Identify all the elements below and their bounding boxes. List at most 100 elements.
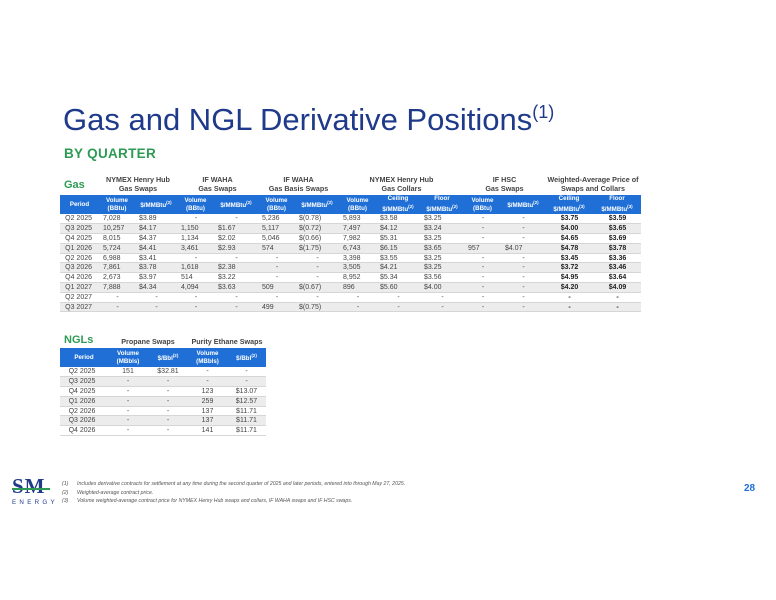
table-row: Q1 2026- -259 $12.57	[60, 396, 266, 407]
table-cell: -	[376, 302, 420, 313]
table-cell: 509	[258, 282, 295, 293]
table-cell: $5.34	[376, 272, 420, 284]
table-cell: -	[464, 214, 501, 225]
table-cell: -	[501, 282, 545, 293]
table-cell: Q2 2027	[60, 292, 99, 303]
table-cell: -	[148, 406, 188, 417]
group-header-0: NYMEX Henry Hub Gas Swaps	[106, 175, 170, 193]
gas-col-header-2: $/MMBtu(2)	[135, 195, 177, 214]
table-cell: $3.58	[376, 214, 420, 225]
table-cell: 1,618	[177, 262, 214, 274]
table-cell: -	[501, 253, 545, 264]
table-cell: -	[214, 214, 258, 225]
table-cell: $3.78	[135, 262, 177, 274]
table-cell: $12.57	[227, 396, 266, 407]
table-cell: $4.07	[501, 243, 545, 254]
table-cell: -	[227, 376, 266, 388]
ngl-section-label: NGLs	[64, 334, 94, 346]
table-cell: -	[108, 376, 148, 388]
table-cell: -	[501, 223, 545, 235]
table-cell: $13.07	[227, 386, 266, 397]
gas-col-header-6: $/MMBtu(2)	[295, 195, 339, 214]
gas-col-header-8: Ceiling $/MMBtu(2)	[376, 195, 420, 214]
table-cell: 151	[108, 367, 148, 378]
table-cell: $2.02	[214, 233, 258, 244]
table-cell: -	[177, 253, 214, 264]
table-cell: $3.63	[214, 282, 258, 293]
table-cell: 137	[188, 406, 227, 417]
table-cell: -	[258, 262, 295, 274]
table-cell: -	[593, 292, 641, 303]
page-subtitle: BY QUARTER	[64, 146, 157, 161]
table-cell: -	[177, 302, 214, 313]
table-cell: 7,888	[99, 282, 135, 293]
ngl-col-header-1: Volume (MBbls)	[108, 348, 148, 367]
table-cell: -	[135, 302, 177, 313]
table-cell: -	[108, 415, 148, 427]
table-cell: -	[295, 253, 339, 264]
table-cell: $4.78	[545, 243, 593, 254]
table-cell: 7,028	[99, 214, 135, 225]
table-cell: $3.25	[420, 214, 464, 225]
table-cell: $4.00	[420, 282, 464, 293]
table-cell: $3.36	[593, 253, 641, 264]
table-cell: -	[99, 302, 135, 313]
table-cell: $4.95	[545, 272, 593, 284]
table-cell: 259	[188, 396, 227, 407]
table-cell: 10,257	[99, 223, 135, 235]
table-cell: 8,952	[339, 272, 376, 284]
table-row: Q2 2025 151 $32.81- -	[60, 367, 266, 378]
table-cell: -	[214, 253, 258, 264]
table-cell: $(0.78)	[295, 214, 339, 225]
table-cell: -	[295, 292, 339, 303]
table-cell: $4.65	[545, 233, 593, 244]
table-cell: $4.41	[135, 243, 177, 254]
group-header-1: Purity Ethane Swaps	[191, 337, 263, 346]
table-cell: -	[420, 292, 464, 303]
table-row: Q4 2026 2,673 $3.97 514 $3.22- -8,952 $5.34 $3.…	[60, 272, 641, 284]
table-cell: $32.81	[148, 367, 188, 378]
table-cell: 4,094	[177, 282, 214, 293]
table-cell: -	[227, 367, 266, 378]
table-cell: $6.15	[376, 243, 420, 254]
table-cell: 5,117	[258, 223, 295, 235]
gas-col-header-10: Volume (BBtu)	[464, 195, 501, 214]
ngl-derivatives-table: Period Volume (MBbls) $/Bbl(2) Volume (MBbls)…	[60, 348, 266, 437]
table-cell: -	[108, 396, 148, 407]
table-cell: Q1 2027	[60, 282, 99, 293]
group-header-2: IF WAHA Gas Basis Swaps	[268, 175, 329, 193]
group-header-0: Propane Swaps	[121, 337, 175, 346]
gas-col-header-0: Period	[60, 195, 99, 214]
page-title: Gas and NGL Derivative Positions(1)	[63, 102, 555, 137]
table-row: Q2 2026- -137 $11.71	[60, 406, 266, 417]
table-cell: -	[593, 302, 641, 313]
table-cell: $3.25	[420, 253, 464, 264]
table-row: Q4 2025- -123 $13.07	[60, 386, 266, 397]
table-cell: $2.38	[214, 262, 258, 274]
table-cell: -	[464, 292, 501, 303]
table-cell: $3.65	[593, 223, 641, 235]
table-cell: 137	[188, 415, 227, 427]
gas-col-header-4: $/MMBtu(2)	[214, 195, 258, 214]
table-cell: Q2 2026	[60, 406, 108, 417]
logo-wordmark: ENERGY	[12, 499, 58, 506]
table-cell: -	[464, 253, 501, 264]
table-cell: -	[108, 406, 148, 417]
table-cell: 957	[464, 243, 501, 254]
table-row: Q4 2025 8,015 $4.37 1,134 $2.02 5,046 $(0.66) 7…	[60, 233, 641, 244]
table-cell: Q1 2026	[60, 243, 99, 254]
table-cell: -	[188, 376, 227, 388]
table-cell: $3.69	[593, 233, 641, 244]
table-cell: 5,724	[99, 243, 135, 254]
table-cell: $1.67	[214, 223, 258, 235]
table-cell: -	[188, 367, 227, 378]
table-cell: -	[545, 302, 593, 313]
table-cell: -	[464, 302, 501, 313]
table-cell: -	[177, 214, 214, 225]
table-cell: $3.46	[593, 262, 641, 274]
table-cell: Q3 2026	[60, 262, 99, 274]
ngl-col-header-2: $/Bbl(2)	[148, 348, 188, 367]
table-cell: -	[258, 253, 295, 264]
table-cell: 7,497	[339, 223, 376, 235]
ngl-col-header-3: Volume (MBbls)	[188, 348, 227, 367]
